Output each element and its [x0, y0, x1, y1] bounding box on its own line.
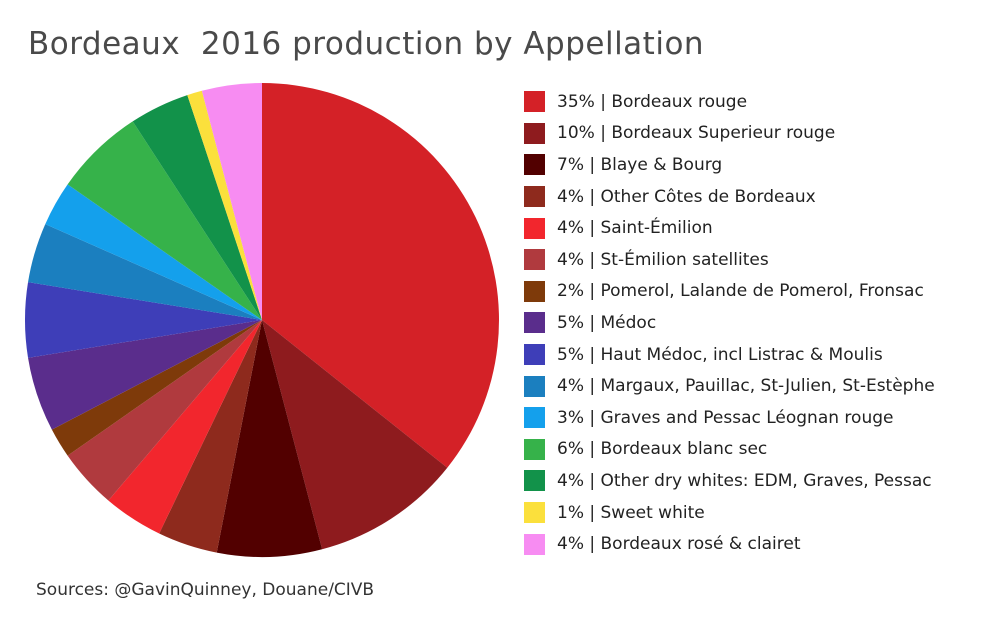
pie-slice — [45, 184, 262, 320]
legend-item: 5% | Haut Médoc, incl Listrac & Moulis — [524, 339, 935, 371]
legend-label: 35% | Bordeaux rouge — [557, 91, 748, 112]
legend-swatch — [524, 470, 545, 492]
pie-slice — [159, 320, 262, 553]
legend-item: 4% | Bordeaux rosé & clairet — [524, 528, 935, 560]
pie-slice — [108, 320, 263, 534]
legend-label: 4% | Bordeaux rosé & clairet — [557, 534, 801, 555]
legend-swatch — [524, 217, 545, 239]
legend: 35% | Bordeaux rouge 10% | Bordeaux Super… — [524, 86, 935, 560]
chart-title: Bordeaux 2016 production by Appellation — [28, 26, 705, 62]
legend-label: 5% | Haut Médoc, incl Listrac & Moulis — [557, 344, 883, 365]
pie-slice — [67, 320, 263, 501]
legend-item: 4% | Margaux, Pauillac, St-Julien, St-Es… — [524, 370, 935, 402]
pie-slice — [216, 320, 323, 558]
legend-label: 4% | Margaux, Pauillac, St-Julien, St-Es… — [557, 376, 935, 397]
legend-item: 4% | Saint-Émilion — [524, 212, 935, 244]
legend-swatch — [524, 438, 545, 460]
legend-label: 7% | Blaye & Bourg — [557, 154, 723, 175]
legend-label: 4% | St-Émilion satellites — [557, 249, 769, 270]
legend-label: 5% | Médoc — [557, 312, 657, 333]
legend-label: 10% | Bordeaux Superieur rouge — [557, 123, 836, 144]
legend-swatch — [524, 280, 545, 302]
legend-label: 2% | Pomerol, Lalande de Pomerol, Fronsa… — [557, 281, 924, 302]
legend-label: 3% | Graves and Pessac Léognan rouge — [557, 407, 894, 428]
pie-slice — [25, 282, 262, 358]
legend-item: 4% | Other Côtes de Bordeaux — [524, 181, 935, 213]
legend-item: 2% | Pomerol, Lalande de Pomerol, Fronsa… — [524, 276, 935, 308]
pie-slice — [262, 320, 448, 550]
legend-item: 3% | Graves and Pessac Léognan rouge — [524, 402, 935, 434]
legend-item: 6% | Bordeaux blanc sec — [524, 434, 935, 466]
legend-swatch — [524, 312, 545, 334]
legend-swatch — [524, 533, 545, 555]
legend-swatch — [524, 186, 545, 208]
legend-swatch — [524, 344, 545, 366]
legend-item: 5% | Médoc — [524, 307, 935, 339]
pie-slice — [187, 90, 262, 320]
legend-swatch — [524, 249, 545, 271]
legend-label: 1% | Sweet white — [557, 502, 705, 523]
legend-swatch — [524, 91, 545, 113]
pie-slice — [132, 95, 262, 320]
legend-swatch — [524, 502, 545, 524]
pie-slice — [28, 320, 262, 430]
legend-item: 7% | Blaye & Bourg — [524, 149, 935, 181]
legend-swatch — [524, 154, 545, 176]
legend-item: 1% | Sweet white — [524, 497, 935, 529]
legend-item: 4% | St-Émilion satellites — [524, 244, 935, 276]
legend-label: 6% | Bordeaux blanc sec — [557, 439, 768, 460]
legend-swatch — [524, 122, 545, 144]
pie-slice — [67, 121, 263, 321]
legend-swatch — [524, 407, 545, 429]
legend-label: 4% | Other dry whites: EDM, Graves, Pess… — [557, 470, 932, 491]
source-note: Sources: @GavinQuinney, Douane/CIVB — [36, 580, 375, 600]
legend-label: 4% | Other Côtes de Bordeaux — [557, 186, 816, 207]
legend-item: 35% | Bordeaux rouge — [524, 86, 935, 118]
pie-slice — [201, 82, 262, 320]
pie-slices — [25, 82, 499, 558]
legend-label: 4% | Saint-Émilion — [557, 218, 713, 239]
legend-item: 10% | Bordeaux Superieur rouge — [524, 118, 935, 150]
pie-slice — [262, 83, 499, 468]
legend-item: 4% | Other dry whites: EDM, Graves, Pess… — [524, 465, 935, 497]
pie-chart — [25, 82, 499, 558]
pie-slice — [51, 320, 262, 456]
pie-slice — [28, 224, 262, 320]
legend-swatch — [524, 375, 545, 397]
